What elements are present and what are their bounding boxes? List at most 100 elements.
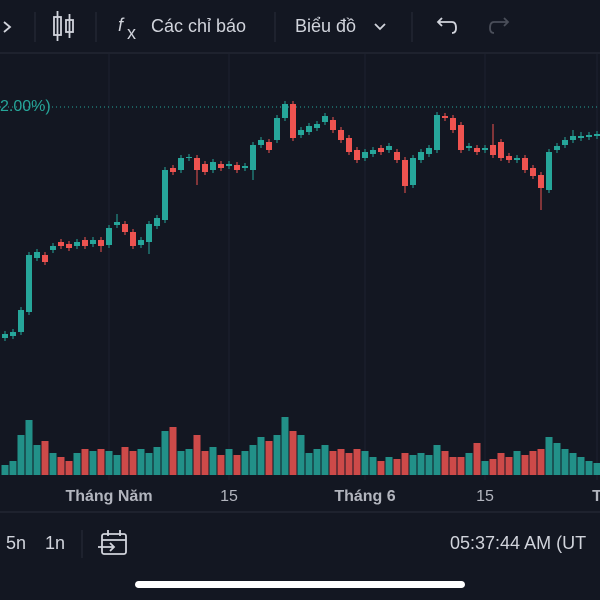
volume-bar [57,457,65,475]
candle-body [250,145,256,170]
volume-bar [465,453,473,475]
candle-body [410,158,416,185]
candle-body [170,168,176,172]
candle-body [426,148,432,154]
volume-bar [121,447,129,475]
volume-bar [497,453,505,475]
toolbar: f x Các chỉ báo Biểu đồ [3,11,510,43]
x-tick-label: 15 [220,488,238,505]
candle-body [562,140,568,145]
volume-bar [81,449,89,475]
volume-bar [345,453,353,475]
volume-bar [521,455,529,475]
candle-body [402,160,408,186]
volume-bar [593,463,600,475]
candle-body [594,134,600,136]
volume-bar [425,455,433,475]
volume-bar [553,443,561,475]
candle-body [450,118,456,130]
candle-body [122,224,128,232]
candle-body [258,140,264,145]
chart-menu-button[interactable]: Biểu đồ [295,16,356,36]
fx-icon-x: x [127,23,136,43]
volume-bar [529,451,537,475]
volume-bar [161,431,169,475]
candle-body [82,240,88,246]
candle-body [194,158,200,170]
x-tick-label: Tháng 6 [334,488,395,505]
volume-bar [441,451,449,475]
candle-body [106,228,112,245]
volume-bar [153,447,161,475]
candle-body [242,166,248,168]
volume-bar [65,461,73,475]
date-range-icon[interactable] [98,530,127,555]
volume-bar [233,455,241,475]
candle-body [322,116,328,122]
candle-body [226,164,232,166]
candle-body [570,136,576,140]
candle-body [202,164,208,172]
candle-body [506,156,512,160]
volume-bar [505,457,513,475]
dropdown-icon[interactable] [374,23,386,31]
volume-bar [313,449,321,475]
volume-bar [209,447,217,475]
volume-bar [385,457,393,475]
candle-body [50,246,56,250]
candle-body [218,164,224,168]
candle-body [98,240,104,246]
candle-body [498,142,504,158]
indicators-button[interactable]: Các chỉ báo [151,16,246,36]
x-tick-label: 15 [476,488,494,505]
candle-body [554,146,560,150]
candle-body [2,334,8,338]
redo-button[interactable] [489,17,510,34]
range-button[interactable]: 1n [45,533,65,553]
volume-bar [225,449,233,475]
volume-bar [1,465,9,475]
candle-body [522,158,528,170]
x-tick-label: Tháng Năm [65,488,152,505]
volume-bar [433,445,441,475]
candle-body [66,244,72,248]
candle-body [18,310,24,332]
candle-body [290,104,296,138]
candle-body [186,157,192,158]
volume-bar [577,457,585,475]
candle-body [362,152,368,158]
candle-body [586,135,592,137]
volume-bar [17,435,25,475]
candle-body [154,218,160,226]
candle-body [210,162,216,170]
volume-bar [393,459,401,475]
dropdown-icon[interactable] [3,21,12,33]
undo-button[interactable] [436,17,457,34]
candle-body [354,150,360,160]
candle-body [514,158,520,160]
range-button[interactable]: 5n [6,533,26,553]
volume-bar [89,451,97,475]
candle-body [42,255,48,262]
volume-bar [73,453,81,475]
volume-bar [241,451,249,475]
volume-bar [369,457,377,475]
candle-body [234,165,240,170]
candle-body [538,175,544,188]
volume-bar [457,457,465,475]
fx-icon[interactable]: f [118,15,125,35]
candle-body [10,332,16,336]
candle-body [546,152,552,190]
volume-bar [417,453,425,475]
volume-bar [361,451,369,475]
candle-body [330,120,336,130]
candle-body [346,138,352,152]
chart: Tháng Năm 15 Tháng 6 15 T 2.00%) [0,54,600,505]
candle-body [130,232,136,246]
candle-type-icon[interactable] [53,11,74,41]
volume-bar [201,451,209,475]
volume-bar [473,443,481,475]
candle-body [578,136,584,138]
